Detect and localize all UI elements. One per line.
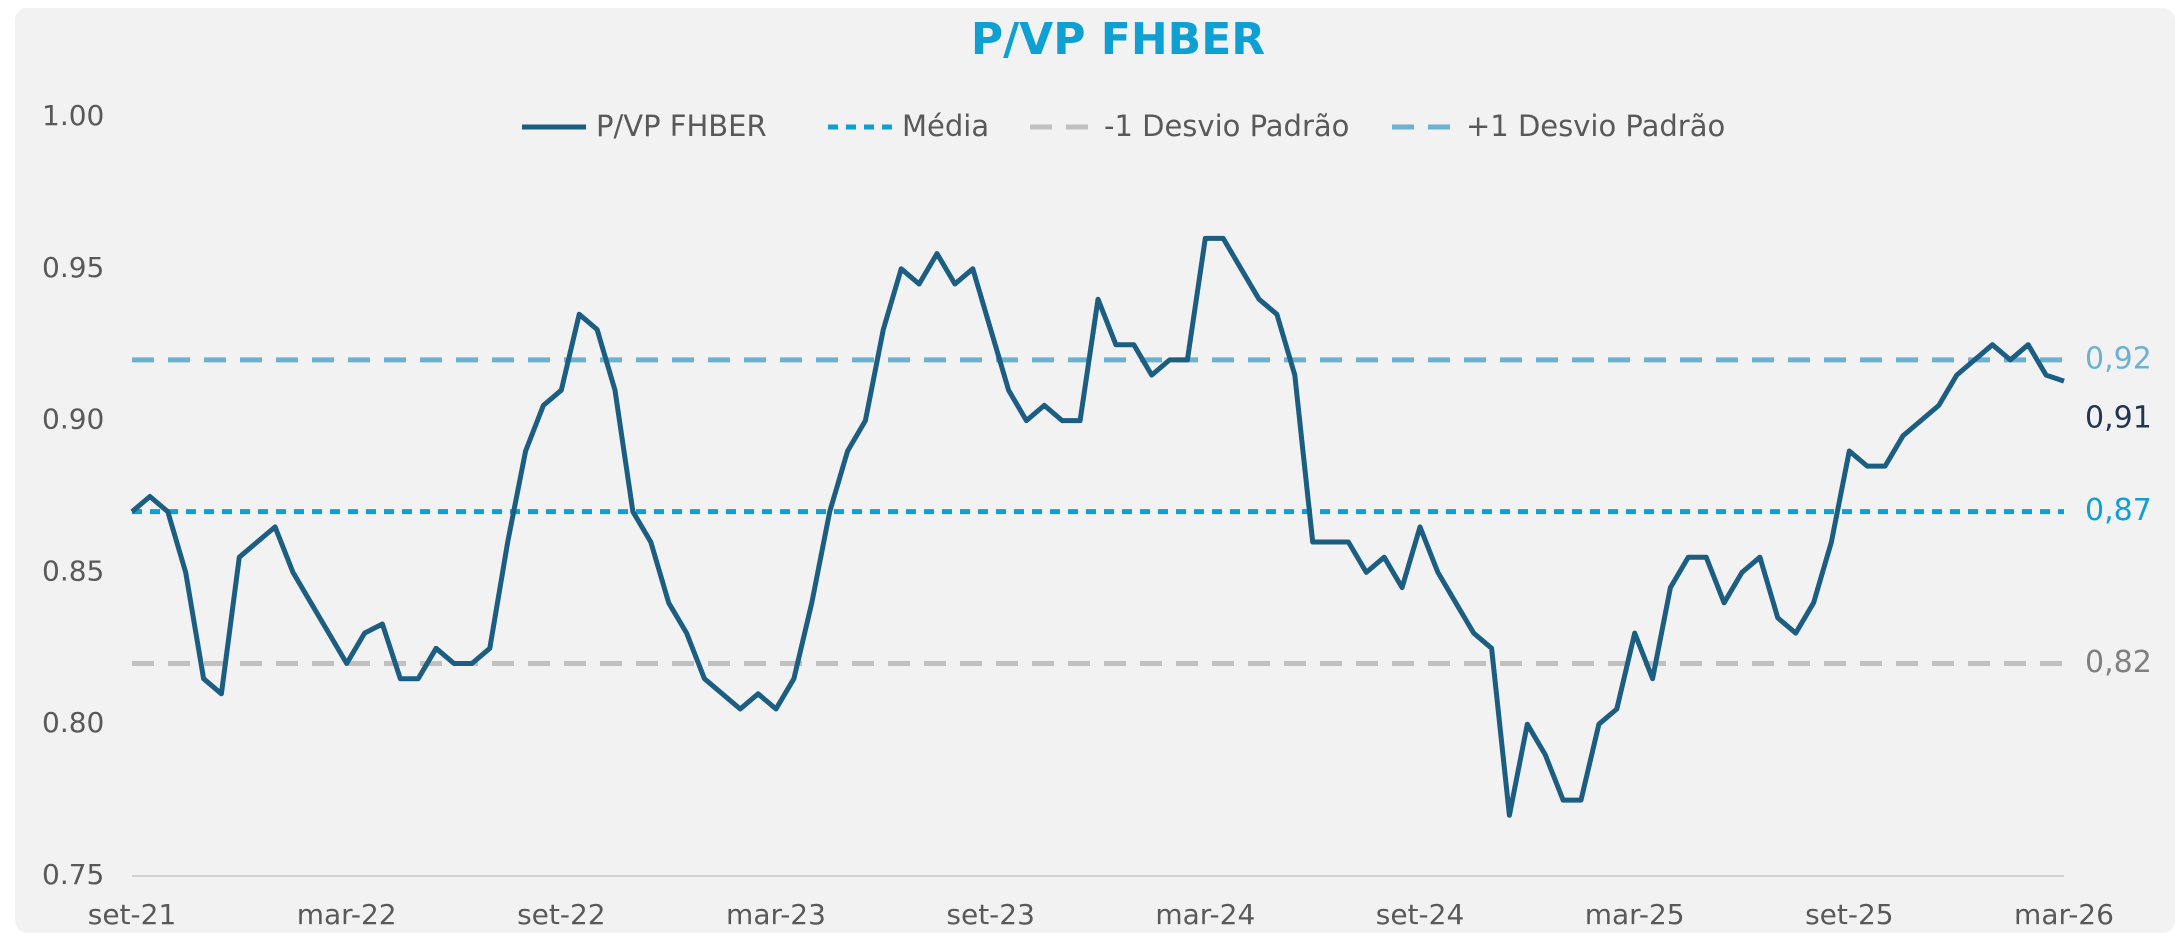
x-tick-label: set-22 <box>517 898 606 931</box>
x-tick-label: mar-25 <box>1585 898 1685 931</box>
chart-title: P/VP FHBER <box>971 14 1265 65</box>
x-tick-label: mar-23 <box>726 898 826 931</box>
x-tick-label: mar-24 <box>1155 898 1255 931</box>
legend-label: P/VP FHBER <box>596 109 767 143</box>
y-tick-label: 0.75 <box>42 858 104 891</box>
legend-label: -1 Desvio Padrão <box>1104 109 1349 143</box>
legend-label: +1 Desvio Padrão <box>1466 109 1725 143</box>
x-tick-label: set-21 <box>88 898 177 931</box>
y-tick-label: 0.90 <box>42 403 104 436</box>
data-line <box>130 235 2065 818</box>
y-tick-label: 0.80 <box>42 706 104 739</box>
x-tick-label: mar-22 <box>297 898 397 931</box>
legend-label: Média <box>902 109 989 143</box>
y-tick-label: 0.85 <box>42 554 104 587</box>
x-tick-label: set-23 <box>946 898 1035 931</box>
chart-background <box>15 8 2175 933</box>
reference-label: 0,82 <box>2085 645 2152 680</box>
y-tick-label: 0.95 <box>42 251 104 284</box>
x-tick-label: set-24 <box>1376 898 1465 931</box>
reference-label: 0,92 <box>2085 341 2152 376</box>
end-label: 0,91 <box>2085 401 2152 436</box>
reference-label: 0,87 <box>2085 493 2152 528</box>
y-tick-label: 1.00 <box>42 99 104 132</box>
x-tick-label: mar-26 <box>2014 898 2114 931</box>
x-tick-label: set-25 <box>1805 898 1894 931</box>
